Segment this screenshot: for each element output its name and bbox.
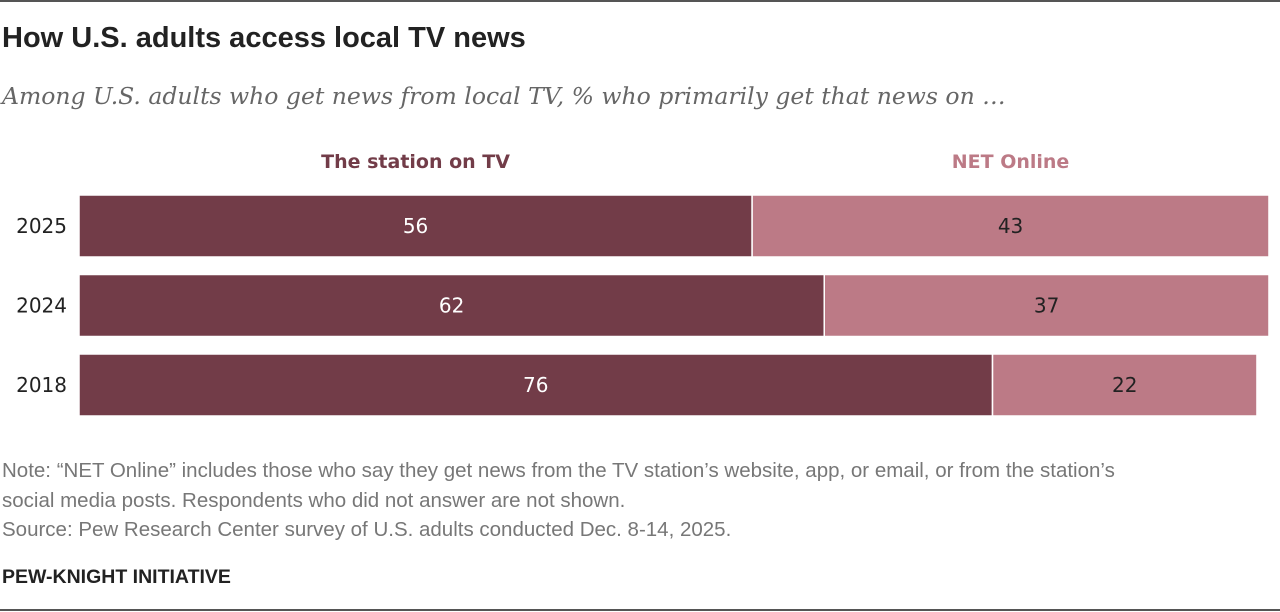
bar-segment-2025-net-online	[751, 194, 1270, 258]
chart-title: How U.S. adults access local TV news	[2, 22, 526, 54]
stacked-bar-chart: The station on TV NET Online 2025 56 43 2024 6…	[16, 151, 1270, 417]
bar-segment-2018-net-online	[991, 353, 1258, 417]
data-label-2018-station-on-tv: 76	[523, 373, 548, 397]
data-label-2018-net-online: 22	[1112, 373, 1137, 397]
footer-brand: PEW-KNIGHT INITIATIVE	[2, 566, 231, 588]
chart-subtitle: Among U.S. adults who get news from loca…	[2, 82, 1006, 110]
bar-segment-2024-net-online	[823, 273, 1270, 338]
top-rule	[0, 0, 1280, 2]
category-label-2024: 2024	[16, 294, 67, 318]
note-line-1: Note: “NET Online” includes those who sa…	[2, 459, 1115, 482]
legend-label-net-online: NET Online	[952, 151, 1070, 173]
data-label-2025-net-online: 43	[998, 214, 1023, 238]
notes-block: Note: “NET Online” includes those who sa…	[2, 456, 1272, 545]
data-label-2025-station-on-tv: 56	[403, 214, 428, 238]
source-line: Source: Pew Research Center survey of U.…	[2, 518, 732, 541]
data-label-2024-station-on-tv: 62	[439, 294, 464, 318]
legend-label-station-on-tv: The station on TV	[321, 151, 510, 173]
category-label-2025: 2025	[16, 214, 67, 238]
bar-segment-2024-station-on-tv	[78, 273, 825, 338]
data-label-2024-net-online: 37	[1034, 294, 1059, 318]
note-line-2: social media posts. Respondents who did …	[2, 488, 626, 512]
category-label-2018: 2018	[16, 373, 67, 397]
bar-segment-2025-station-on-tv	[78, 194, 753, 258]
bottom-rule	[0, 609, 1280, 611]
bar-segment-2018-station-on-tv	[78, 353, 994, 417]
